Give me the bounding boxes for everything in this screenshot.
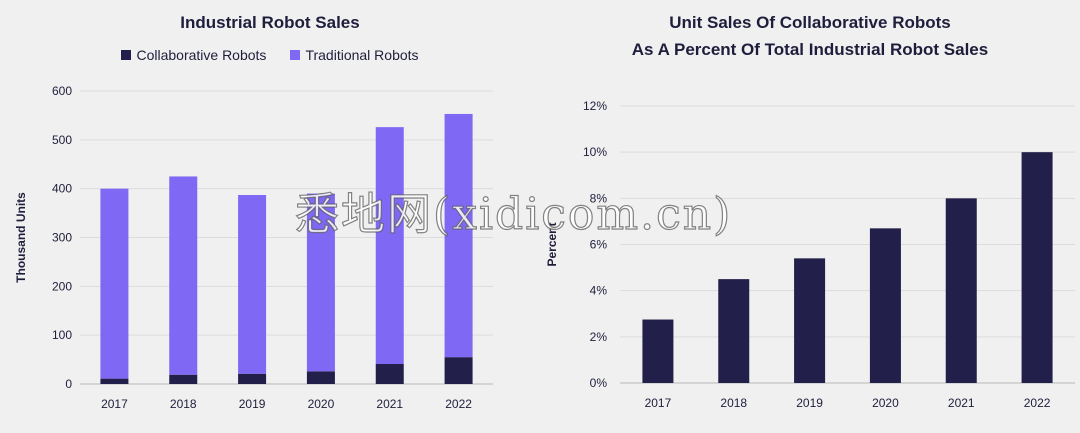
left-chart-y-tick-label: 100 (52, 328, 72, 342)
right-chart-plot: 0% 2% 4% 6% 8% 10% 12% Percent 2017 2018 2019 2020 2… (545, 99, 1075, 410)
left-chart-bar-traditional (306, 193, 335, 372)
left-chart-y-tick-label: 200 (52, 279, 72, 293)
robot-sales-chart-panel: Industrial Robot Sales Collaborative Rob… (0, 13, 540, 411)
left-chart-plot: 0 100 200 300 400 500 600 Thousand Units 2017 201… (14, 84, 493, 411)
left-chart-y-tick-label: 0 (65, 377, 72, 391)
right-chart-x-tick-label: 2021 (948, 396, 975, 410)
legend-label-collaborative: Collaborative Robots (136, 47, 267, 63)
right-chart-y-tick-label: 8% (590, 191, 608, 205)
left-chart-title: Industrial Robot Sales (180, 13, 360, 32)
right-chart-y-tick-label: 4% (590, 284, 608, 298)
right-chart-x-tick-label: 2017 (645, 396, 672, 410)
left-chart-y-tick-label: 600 (52, 84, 72, 98)
right-chart-y-axis-title: Percent (545, 222, 559, 266)
left-chart-bar-collaborative (444, 357, 473, 384)
left-chart-bar-collaborative (169, 374, 198, 384)
right-chart-bar (1021, 152, 1053, 383)
left-chart-x-tick-label: 2019 (239, 397, 266, 411)
left-chart-bar-collaborative (375, 363, 404, 384)
left-chart-bar-traditional (169, 176, 198, 375)
right-chart-x-tick-label: 2018 (720, 396, 747, 410)
left-chart-bar-traditional (444, 113, 473, 358)
right-chart-title-line-2: As A Percent Of Total Industrial Robot S… (631, 40, 989, 59)
right-chart-title-line-1: Unit Sales Of Collaborative Robots (669, 13, 951, 32)
left-chart-y-tick-label: 500 (52, 133, 72, 147)
right-chart-bar (869, 228, 901, 383)
right-chart-y-tick-label: 6% (590, 238, 608, 252)
left-chart-x-tick-label: 2020 (308, 397, 335, 411)
left-chart-legend: Collaborative Robots Traditional Robots (0, 47, 540, 63)
right-chart-x-tick-label: 2020 (872, 396, 899, 410)
legend-item-collaborative: Collaborative Robots (121, 47, 266, 63)
right-chart-x-tick-label: 2019 (796, 396, 823, 410)
left-chart-x-tick-label: 2018 (170, 397, 197, 411)
left-chart-bar-collaborative (238, 373, 267, 384)
right-chart-y-tick-label: 12% (583, 99, 607, 113)
left-chart-y-tick-label: 300 (52, 231, 72, 245)
left-chart-bar-collaborative (100, 378, 129, 384)
legend-swatch-traditional (290, 50, 301, 60)
legend-label-traditional: Traditional Robots (305, 47, 419, 63)
legend-item-traditional: Traditional Robots (290, 47, 419, 63)
left-chart-y-tick-label: 400 (52, 182, 72, 196)
legend-swatch-collaborative (121, 50, 132, 60)
left-chart-bar-collaborative (306, 371, 335, 384)
right-chart-bar (794, 258, 826, 383)
left-chart-bar-traditional (238, 195, 267, 374)
left-chart-x-tick-label: 2022 (445, 397, 472, 411)
collab-percent-chart-panel: Unit Sales Of Collaborative Robots As A … (540, 0, 1080, 433)
right-chart-y-tick-label: 10% (583, 145, 607, 159)
right-chart-y-tick-label: 2% (590, 330, 608, 344)
left-chart-x-tick-label: 2017 (101, 397, 128, 411)
left-chart-bar-traditional (375, 127, 404, 364)
right-chart-x-tick-label: 2022 (1024, 396, 1051, 410)
left-chart-x-tick-label: 2021 (376, 397, 403, 411)
right-chart-bar (642, 319, 674, 383)
right-chart-bar (718, 279, 750, 383)
left-chart-y-axis-title: Thousand Units (14, 192, 28, 283)
right-chart-bar (945, 198, 977, 383)
right-chart-y-tick-label: 0% (590, 376, 608, 390)
left-chart-bar-traditional (100, 188, 129, 379)
